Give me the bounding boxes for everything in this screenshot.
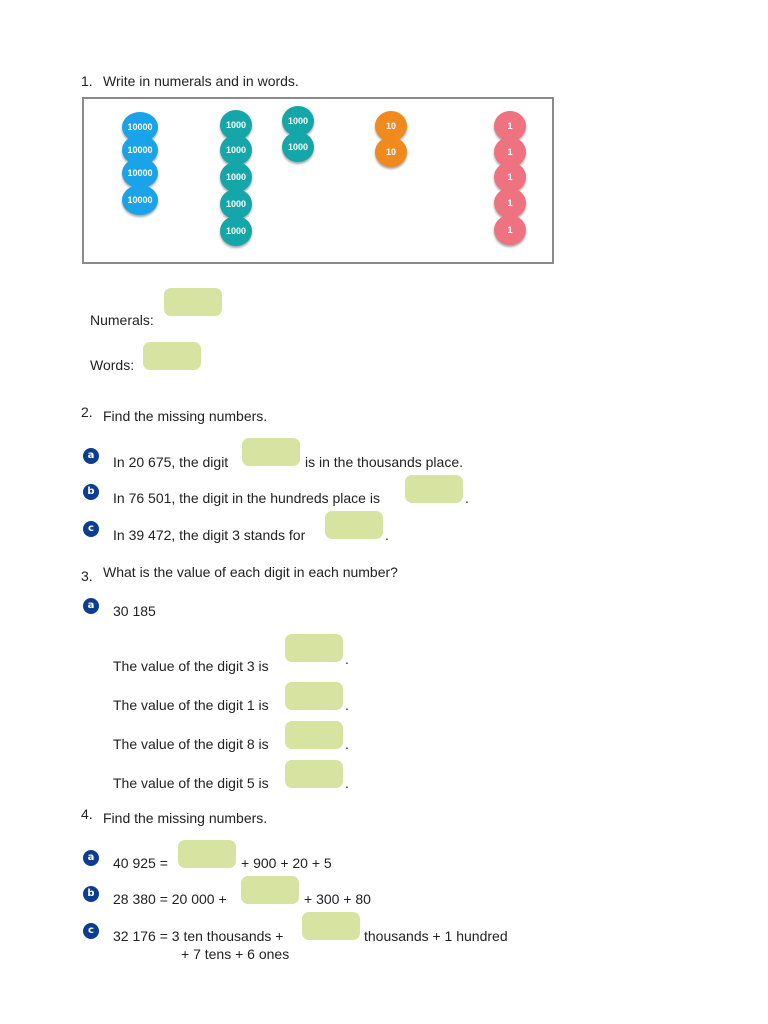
q4c-answer-box[interactable] <box>302 912 360 940</box>
question-2-instruction: Find the missing numbers. <box>103 408 268 424</box>
q3a-line-period: . <box>345 651 349 667</box>
q3a-line-digit-5: The value of the digit 5 is <box>113 775 269 791</box>
q2b-answer-box[interactable] <box>405 475 463 503</box>
q4b-text-after: + 300 + 80 <box>304 891 371 907</box>
q2b-text-after: . <box>465 490 469 506</box>
q3a-line-digit-8: The value of the digit 8 is <box>113 736 269 752</box>
question-3-number: 3. <box>81 568 93 584</box>
words-answer-box[interactable] <box>143 342 201 370</box>
counter-one: 1 <box>494 162 526 192</box>
counter-ten-thousand: 10000 <box>122 185 158 215</box>
q3a-number: 30 185 <box>113 603 156 619</box>
q4c-text-after: thousands + 1 hundred <box>364 928 508 944</box>
part-a-badge: a <box>83 850 99 866</box>
q2a-text: In 20 675, the digit <box>113 454 229 470</box>
q3a-digit-3-answer-box[interactable] <box>285 634 343 662</box>
q2a-text-after: is in the thousands place. <box>305 454 463 470</box>
numerals-answer-box[interactable] <box>164 288 222 316</box>
q3a-line-digit-3: The value of the digit 3 is <box>113 658 269 674</box>
q3a-line-digit-1: The value of the digit 1 is <box>113 697 269 713</box>
q2c-answer-box[interactable] <box>325 511 383 539</box>
counter-thousand: 1000 <box>220 216 252 246</box>
q4a-text: 40 925 = <box>113 855 168 871</box>
counter-thousand: 1000 <box>282 132 314 162</box>
q4c-text-line2: + 7 tens + 6 ones <box>181 946 290 962</box>
counter-ten-thousand: 10000 <box>122 158 158 188</box>
words-label: Words: <box>90 357 135 373</box>
counter-thousand: 1000 <box>220 135 252 165</box>
counter-one: 1 <box>494 188 526 218</box>
q2c-text: In 39 472, the digit 3 stands for <box>113 527 306 543</box>
question-4-number: 4. <box>81 806 93 822</box>
q2b-text: In 76 501, the digit in the hundreds pla… <box>113 490 380 506</box>
question-1-number: 1. <box>81 73 93 89</box>
question-4-instruction: Find the missing numbers. <box>103 810 268 826</box>
q3a-digit-8-answer-box[interactable] <box>285 721 343 749</box>
counter-ten: 10 <box>375 137 407 167</box>
q4b-answer-box[interactable] <box>241 876 299 904</box>
q4c-text: 32 176 = 3 ten thousands + <box>113 928 284 944</box>
part-c-badge: c <box>83 521 99 537</box>
part-a-badge: a <box>83 448 99 464</box>
counter-ten: 10 <box>375 111 407 141</box>
q2c-text-after: . <box>385 527 389 543</box>
q4a-answer-box[interactable] <box>178 840 236 868</box>
part-a-badge: a <box>83 598 99 614</box>
counter-one: 1 <box>494 215 526 245</box>
q3a-digit-5-answer-box[interactable] <box>285 760 343 788</box>
counter-thousand: 1000 <box>282 106 314 136</box>
part-b-badge: b <box>83 886 99 902</box>
q2a-answer-box[interactable] <box>242 438 300 466</box>
numerals-label: Numerals: <box>90 312 154 328</box>
q3a-line-period: . <box>345 736 349 752</box>
q4a-text-after: + 900 + 20 + 5 <box>241 855 332 871</box>
q3a-line-period: . <box>345 697 349 713</box>
counter-thousand: 1000 <box>220 162 252 192</box>
counters-frame <box>82 97 554 264</box>
question-2-number: 2. <box>81 404 93 420</box>
q4b-text: 28 380 = 20 000 + <box>113 891 227 907</box>
question-3-instruction: What is the value of each digit in each … <box>103 564 398 580</box>
question-1-instruction: Write in numerals and in words. <box>103 73 299 89</box>
q3a-line-period: . <box>345 775 349 791</box>
counter-thousand: 1000 <box>220 189 252 219</box>
q3a-digit-1-answer-box[interactable] <box>285 682 343 710</box>
part-b-badge: b <box>83 484 99 500</box>
part-c-badge: c <box>83 923 99 939</box>
counter-one: 1 <box>494 111 526 141</box>
